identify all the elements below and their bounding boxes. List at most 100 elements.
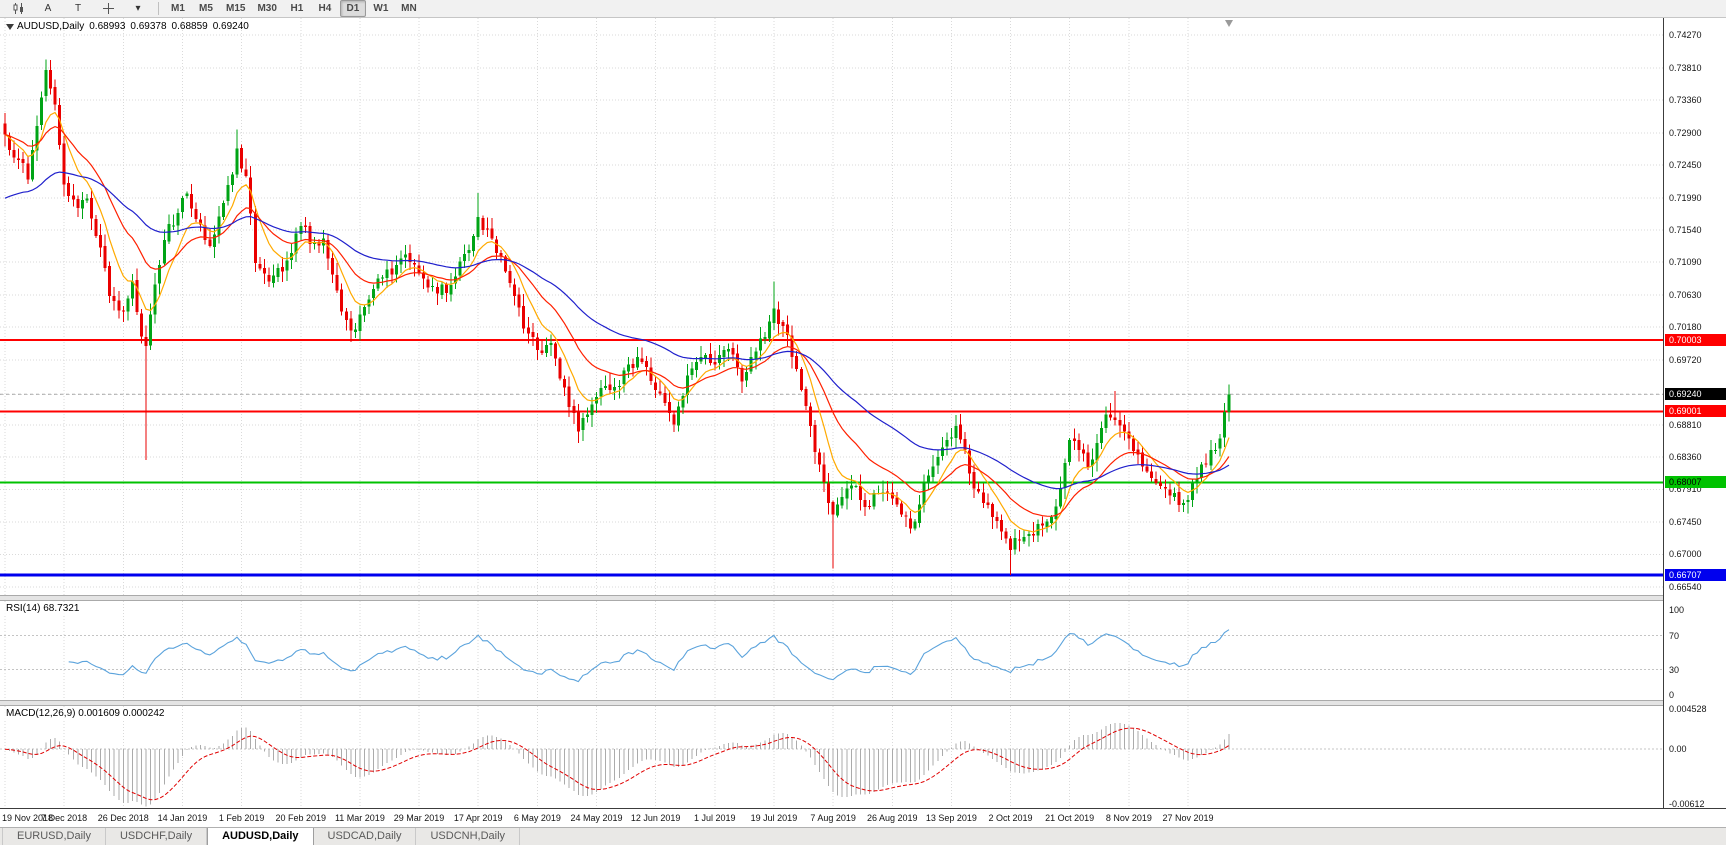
date-tick-label: 19 Nov 2018 — [2, 813, 54, 823]
toolbar-separator — [158, 2, 159, 15]
date-tick-label: 7 Aug 2019 — [810, 813, 856, 823]
macd-histogram — [9, 723, 1230, 807]
crosshair-button[interactable] — [94, 0, 122, 17]
date-tick-label: 6 May 2019 — [513, 813, 561, 823]
date-tick-label: 12 Jun 2019 — [630, 813, 681, 823]
chart-type-button[interactable] — [4, 0, 32, 17]
chart-toolbar: A T ▾ M1 M5 M15 M30 H1 H4 D1 W1 MN — [0, 0, 1726, 18]
rsi-axis-label: 30 — [1669, 664, 1680, 675]
macd-axis-label: -0.00612 — [1669, 798, 1705, 809]
price-tick-label: 0.72450 — [1669, 160, 1702, 171]
rsi-panel-splitter[interactable] — [0, 595, 1726, 601]
timeframe-w1-button[interactable]: W1 — [373, 2, 389, 14]
price-tick-label: 0.71990 — [1669, 193, 1702, 203]
date-tick-label: 1 Jul 2019 — [694, 813, 736, 823]
date-tick-label: 21 Oct 2019 — [1045, 813, 1095, 823]
price-tick-label: 0.67450 — [1669, 517, 1702, 528]
time-axis[interactable]: 19 Nov 2018 7 Dec 2018 26 Dec 2018 14 Jan 2… — [0, 808, 1726, 827]
date-tick-label: 27 Nov 2019 — [1162, 813, 1214, 823]
price-tick-label: 0.70180 — [1669, 322, 1702, 333]
rsi-canvas — [0, 601, 1663, 700]
price-tick-label: 0.72900 — [1669, 128, 1702, 138]
ma-fast-line — [4, 111, 1230, 533]
price-tick-label: 0.71540 — [1669, 225, 1702, 236]
annotation-a-button[interactable]: A — [44, 2, 52, 14]
date-tick-label: 26 Dec 2018 — [97, 813, 149, 823]
ma-slow-line — [4, 171, 1230, 490]
price-tick-label: 0.68810 — [1669, 420, 1702, 430]
date-tick-label: 26 Aug 2019 — [866, 813, 918, 823]
crosshair-icon — [102, 3, 114, 14]
macd-axis-label: 0.004528 — [1669, 704, 1707, 715]
rsi-label: RSI(14) 68.7321 — [4, 603, 82, 614]
macd-canvas — [0, 706, 1663, 808]
rsi-line — [68, 629, 1230, 683]
price-tick-label: 0.73360 — [1669, 95, 1702, 106]
ohlc-open: 0.68993 — [89, 21, 126, 32]
rsi-indicator-panel[interactable]: RSI(14) 68.7321 — [0, 601, 1663, 700]
level-price-tag: 0.68007 — [1665, 476, 1726, 489]
ohlc-close: 0.69240 — [212, 21, 249, 32]
price-tick-label: 0.68360 — [1669, 452, 1702, 463]
price-tick-label: 0.70630 — [1669, 290, 1702, 301]
timeframe-m1-button[interactable]: M1 — [171, 2, 185, 14]
ohlc-high: 0.69378 — [130, 21, 167, 32]
timeframe-h4-button[interactable]: H4 — [318, 2, 332, 14]
text-tool-button[interactable]: T — [74, 2, 82, 14]
date-tick-label: 1 Feb 2019 — [218, 813, 265, 823]
timeframe-m30-button[interactable]: M30 — [257, 2, 277, 14]
candlesticks — [3, 59, 1231, 575]
indicators-dropdown-button[interactable]: ▾ — [135, 2, 141, 14]
chart-tab-usdchf[interactable]: USDCHF,Daily — [106, 828, 208, 845]
price-tick-label: 0.67910 — [1669, 484, 1702, 495]
chart-symbol-label: AUDUSD,Daily — [17, 21, 85, 32]
price-chart-panel[interactable]: AUDUSD,Daily 0.68993 0.69378 0.68859 0.69240 — [0, 18, 1663, 595]
price-tick-label: 0.66540 — [1669, 582, 1702, 593]
timeframe-m5-button[interactable]: M5 — [199, 2, 213, 14]
date-tick-label: 11 Mar 2019 — [334, 813, 385, 823]
price-axis[interactable]: 0.74270 0.73810 0.73360 0.72900 0.72450 0.719… — [1663, 18, 1726, 809]
chart-tab-usdcnh[interactable]: USDCNH,Daily — [416, 828, 521, 845]
timeframe-d1-button[interactable]: D1 — [339, 0, 366, 17]
chart-tab-eurusd[interactable]: EURUSD,Daily — [2, 828, 106, 845]
one-click-trading-toggle[interactable] — [6, 24, 14, 30]
macd-label: MACD(12,26,9) 0.001609 0.000242 — [4, 708, 167, 719]
chart-tab-audusd[interactable]: AUDUSD,Daily — [207, 828, 314, 845]
ma-medium-line — [4, 125, 1230, 517]
date-tick-label: 2 Oct 2019 — [988, 813, 1033, 823]
price-tick-label: 0.69720 — [1669, 355, 1702, 366]
date-tick-label: 14 Jan 2019 — [157, 813, 208, 823]
date-tick-label: 17 Apr 2019 — [453, 813, 503, 823]
rsi-axis-label: 70 — [1669, 630, 1680, 641]
rsi-axis-label: 0 — [1669, 690, 1675, 700]
chart-tab-usdcad[interactable]: USDCAD,Daily — [314, 828, 417, 845]
price-chart-canvas[interactable] — [0, 18, 1663, 595]
rsi-grid — [0, 601, 1663, 700]
grid-lines — [0, 18, 1663, 595]
macd-indicator-panel[interactable]: MACD(12,26,9) 0.001609 0.000242 — [0, 706, 1663, 808]
chart-shift-marker[interactable] — [1225, 20, 1233, 27]
level-price-tag: 0.69001 — [1665, 405, 1726, 418]
chart-title: AUDUSD,Daily 0.68993 0.69378 0.68859 0.69240 — [17, 21, 254, 32]
date-tick-label: 20 Feb 2019 — [275, 813, 327, 823]
macd-panel-splitter[interactable] — [0, 700, 1726, 706]
ohlc-low: 0.68859 — [171, 21, 208, 32]
timeframe-h1-button[interactable]: H1 — [290, 2, 304, 14]
price-tick-label: 0.71090 — [1669, 257, 1702, 268]
level-price-tag: 0.66707 — [1665, 569, 1726, 582]
candlestick-chart-icon — [13, 3, 23, 14]
horizontal-level-lines[interactable] — [0, 338, 1663, 577]
date-tick-label: 7 Dec 2018 — [41, 813, 88, 823]
timeframe-button-group: M1 M5 M15 M30 H1 H4 D1 W1 MN — [164, 0, 423, 17]
date-tick-label: 24 May 2019 — [570, 813, 623, 823]
price-tick-label: 0.67000 — [1669, 549, 1702, 560]
price-tick-label: 0.73810 — [1669, 63, 1702, 73]
date-tick-label: 29 Mar 2019 — [393, 813, 445, 823]
chart-tabs-bar: EURUSD,Daily USDCHF,Daily AUDUSD,Daily USDC… — [0, 827, 1726, 845]
price-tick-label: 0.74270 — [1669, 30, 1702, 41]
timeframe-mn-button[interactable]: MN — [401, 2, 417, 14]
date-tick-label: 19 Jul 2019 — [750, 813, 798, 823]
timeframe-m15-button[interactable]: M15 — [226, 2, 246, 14]
rsi-axis-label: 100 — [1669, 605, 1685, 615]
